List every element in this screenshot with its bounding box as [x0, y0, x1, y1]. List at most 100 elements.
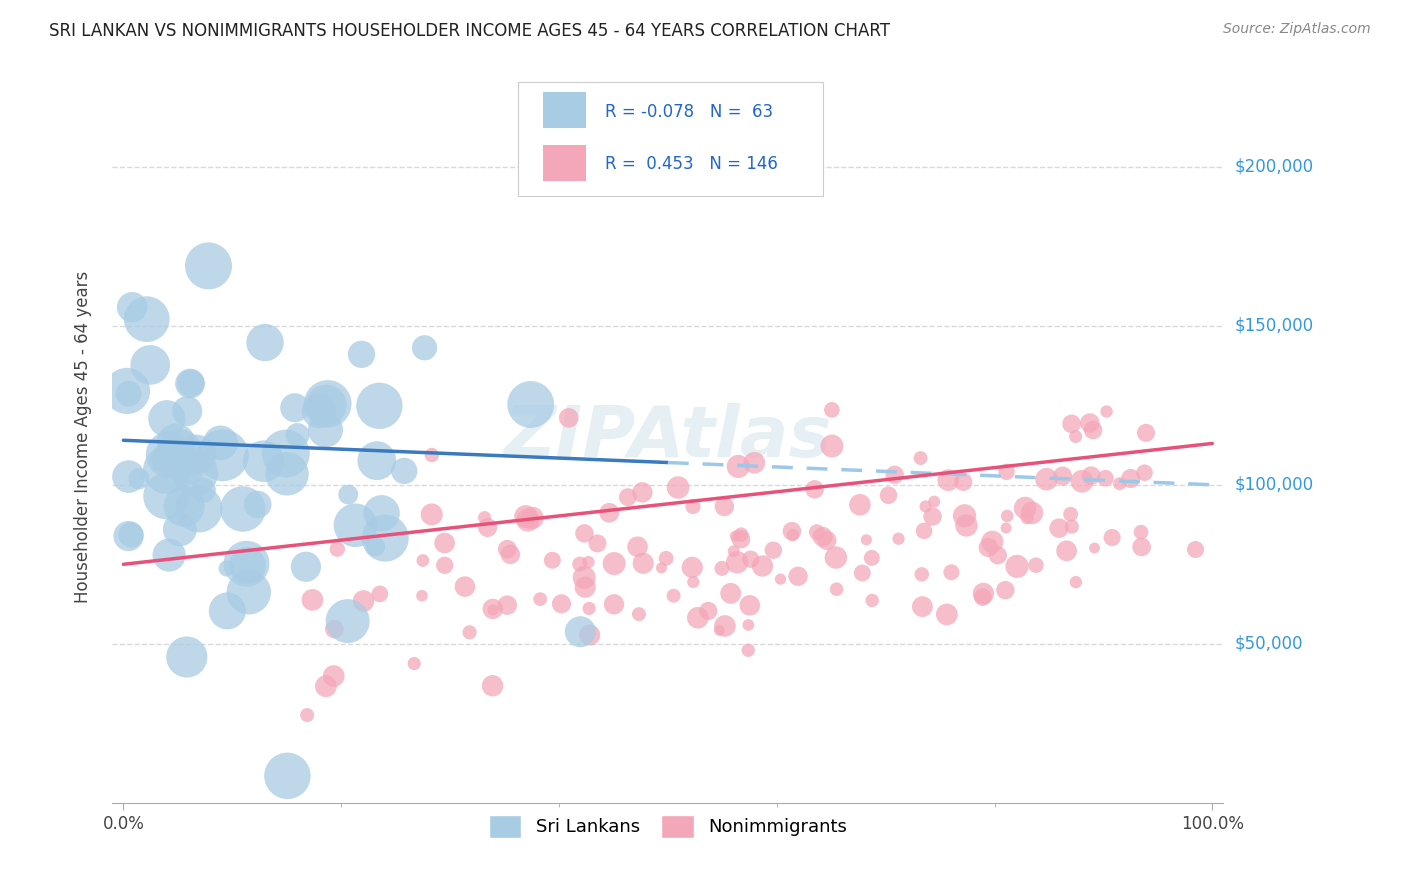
- Point: [738, 599, 761, 613]
- Point: [1059, 508, 1081, 522]
- Point: [730, 532, 752, 546]
- Point: [1108, 476, 1130, 491]
- Point: [156, 451, 179, 466]
- Point: [851, 566, 873, 580]
- Point: [578, 628, 600, 642]
- Point: [541, 553, 564, 567]
- Point: [193, 483, 215, 498]
- Point: [586, 536, 609, 550]
- Point: [981, 534, 1004, 549]
- Point: [368, 587, 391, 601]
- Point: [1025, 558, 1047, 573]
- Point: [955, 518, 977, 533]
- Point: [481, 679, 503, 693]
- Text: $200,000: $200,000: [1234, 158, 1313, 176]
- Point: [860, 550, 883, 565]
- Point: [1101, 531, 1123, 545]
- Point: [336, 614, 359, 628]
- Point: [135, 312, 157, 326]
- Point: [686, 611, 709, 625]
- FancyBboxPatch shape: [544, 145, 586, 181]
- Point: [578, 555, 600, 569]
- Point: [911, 567, 934, 582]
- Point: [568, 557, 591, 571]
- Point: [323, 622, 346, 636]
- Point: [253, 335, 276, 350]
- Point: [953, 508, 976, 523]
- Point: [574, 580, 596, 594]
- Point: [787, 569, 810, 583]
- Point: [821, 439, 844, 453]
- Point: [762, 543, 785, 558]
- Point: [366, 453, 388, 467]
- Point: [516, 513, 538, 527]
- Text: Source: ZipAtlas.com: Source: ZipAtlas.com: [1223, 22, 1371, 37]
- Point: [811, 530, 834, 544]
- Point: [769, 572, 792, 586]
- Point: [1014, 500, 1036, 515]
- Point: [578, 601, 600, 615]
- Point: [1130, 525, 1153, 540]
- Point: [1094, 471, 1116, 485]
- Text: $150,000: $150,000: [1234, 317, 1313, 334]
- Y-axis label: Householder Income Ages 45 - 64 years: Householder Income Ages 45 - 64 years: [73, 271, 91, 603]
- Point: [782, 528, 804, 542]
- Point: [987, 549, 1010, 563]
- Point: [883, 467, 905, 482]
- Point: [314, 423, 336, 437]
- Point: [631, 485, 654, 500]
- Point: [454, 580, 477, 594]
- Point: [1021, 506, 1043, 520]
- Point: [157, 447, 180, 461]
- Point: [682, 574, 704, 589]
- Point: [714, 619, 737, 633]
- Point: [574, 570, 596, 584]
- Text: R =  0.453   N = 146: R = 0.453 N = 146: [605, 155, 778, 173]
- Point: [120, 528, 142, 542]
- Point: [1081, 423, 1104, 437]
- Point: [529, 592, 551, 607]
- Point: [433, 536, 456, 550]
- Point: [187, 501, 209, 516]
- Text: R = -0.078   N =  63: R = -0.078 N = 63: [605, 103, 773, 120]
- Point: [911, 599, 934, 614]
- Point: [995, 521, 1018, 535]
- Point: [496, 542, 519, 557]
- Point: [666, 481, 689, 495]
- Point: [315, 398, 337, 412]
- Point: [301, 592, 323, 607]
- Point: [1083, 541, 1105, 555]
- Point: [411, 589, 433, 603]
- Point: [682, 500, 704, 514]
- Point: [860, 593, 883, 607]
- Point: [1052, 469, 1074, 483]
- Point: [499, 547, 522, 561]
- Point: [724, 529, 747, 543]
- Point: [1080, 468, 1102, 483]
- Point: [1078, 416, 1101, 430]
- Point: [1056, 544, 1078, 558]
- Point: [995, 508, 1018, 523]
- Text: $100,000: $100,000: [1234, 475, 1313, 494]
- Point: [156, 411, 179, 425]
- Point: [458, 625, 481, 640]
- Point: [1119, 471, 1142, 485]
- Point: [825, 582, 848, 597]
- Point: [1133, 466, 1156, 480]
- Point: [910, 451, 932, 466]
- Point: [815, 533, 838, 548]
- Point: [727, 459, 749, 474]
- Point: [887, 532, 910, 546]
- Point: [215, 561, 238, 575]
- Point: [1060, 417, 1083, 431]
- Point: [713, 500, 735, 514]
- Point: [825, 550, 848, 565]
- Point: [235, 557, 257, 571]
- Point: [1060, 519, 1083, 533]
- Point: [855, 533, 877, 547]
- Point: [165, 435, 187, 450]
- Point: [236, 558, 259, 573]
- Point: [169, 444, 191, 458]
- Text: $50,000: $50,000: [1234, 635, 1303, 653]
- Point: [994, 583, 1017, 598]
